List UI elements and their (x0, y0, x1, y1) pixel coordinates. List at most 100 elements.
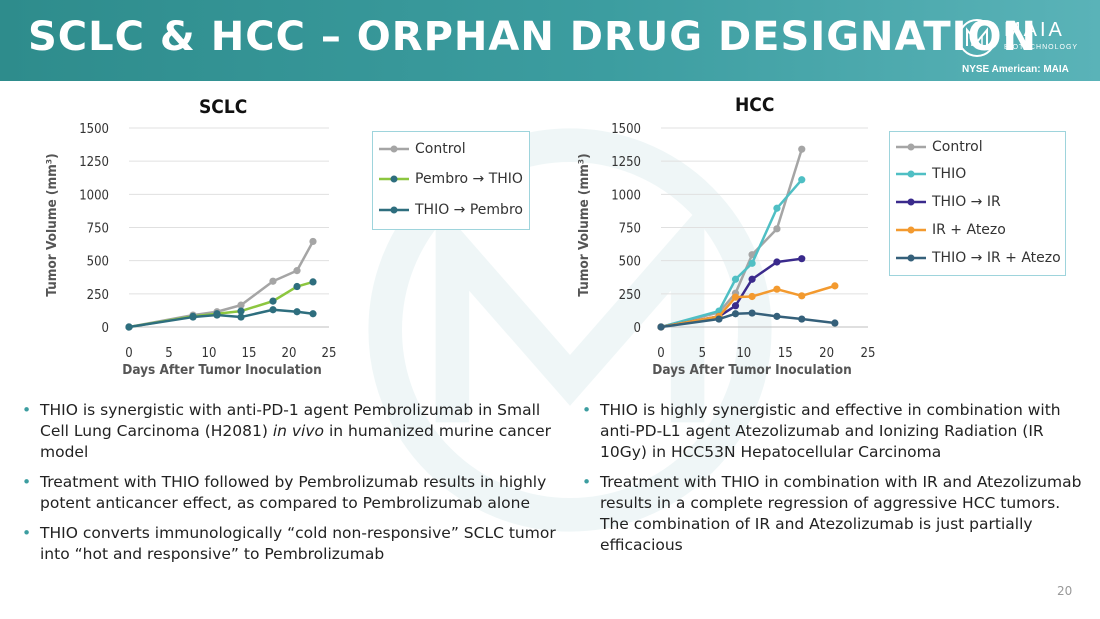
data-point (773, 312, 781, 320)
legend-label: Control (932, 139, 983, 155)
hcc-legend: Control THIO THIO → IR IR + Atezo THIO →… (889, 131, 1066, 276)
legend-marker-icon (379, 145, 409, 153)
x-tick-label: 25 (322, 346, 337, 361)
legend-marker-icon (379, 206, 409, 214)
x-tick-label: 15 (242, 346, 257, 361)
y-tick-label: 500 (87, 255, 109, 270)
data-point (309, 237, 317, 246)
x-axis-label: Days After Tumor Inoculation (122, 362, 322, 378)
legend-marker-icon (896, 170, 926, 178)
legend-label: IR + Atezo (932, 222, 1006, 238)
y-tick-label: 0 (102, 321, 109, 336)
legend-marker-icon (896, 198, 926, 206)
legend-label: THIO (932, 166, 967, 182)
data-point (831, 319, 839, 327)
legend-label: THIO → IR + Atezo (932, 250, 1061, 266)
data-point (748, 292, 756, 301)
y-axis-label: Tumor Volume (mm³) (576, 153, 592, 296)
data-point (731, 293, 740, 301)
x-tick-label: 20 (819, 346, 834, 361)
data-point (213, 311, 221, 319)
bullet-text: in humanized murine cancer model (40, 422, 551, 461)
y-tick-label: 500 (619, 255, 641, 270)
y-tick-label: 1250 (611, 155, 641, 170)
data-point (798, 255, 806, 263)
list-item: THIO is synergistic with anti-PD-1 agent… (22, 400, 562, 463)
y-tick-label: 250 (87, 288, 109, 303)
brand-name: MAIA (1004, 19, 1065, 41)
bullet-emphasis: in vivo (272, 422, 325, 440)
data-point (773, 204, 781, 212)
data-point (269, 306, 277, 314)
sclc-bullet-list: THIO is synergistic with anti-PD-1 agent… (22, 400, 562, 574)
y-tick-label: 1000 (611, 188, 641, 203)
data-point (748, 275, 756, 283)
list-item: Treatment with THIO in combination with … (582, 472, 1082, 556)
y-axis-label: Tumor Volume (mm³) (44, 153, 60, 296)
data-point (189, 313, 197, 321)
data-point (269, 297, 277, 305)
data-point (237, 307, 245, 315)
data-point (798, 315, 806, 323)
data-point (657, 323, 665, 331)
legend-item-pembro-thio: Pembro → THIO (379, 170, 523, 188)
data-point (715, 315, 723, 323)
x-tick-label: 20 (282, 346, 297, 361)
hcc-bullet-list: THIO is highly synergistic and effective… (582, 400, 1082, 565)
y-tick-label: 1000 (79, 188, 109, 203)
x-axis-label: Days After Tumor Inoculation (652, 362, 852, 378)
bullet-text: THIO is synergistic with anti-PD-1 agent… (40, 401, 541, 440)
x-tick-label: 5 (165, 346, 172, 361)
data-point (731, 275, 740, 283)
legend-marker-icon (896, 254, 926, 262)
page-number: 20 (1057, 584, 1073, 598)
data-point (731, 302, 740, 310)
data-point (773, 225, 781, 233)
list-item: Treatment with THIO followed by Pembroli… (22, 472, 562, 514)
data-point (237, 313, 245, 321)
x-tick-label: 15 (778, 346, 793, 361)
legend-marker-icon (896, 226, 926, 234)
brand-subtitle: BIOTECHNOLOGY (1004, 44, 1079, 51)
exchange-ticker: NYSE American: MAIA (962, 64, 1069, 75)
data-point (748, 309, 756, 317)
list-item: THIO converts immunologically “cold non-… (22, 523, 562, 565)
data-point (773, 258, 781, 266)
data-point (309, 278, 317, 286)
x-tick-label: 0 (657, 346, 664, 361)
legend-item-thio: THIO (896, 165, 966, 183)
x-tick-label: 5 (699, 346, 706, 361)
legend-item-control: Control (379, 140, 466, 158)
x-tick-label: 0 (125, 346, 132, 361)
data-point (269, 277, 277, 285)
y-tick-label: 1250 (79, 155, 109, 170)
data-point (773, 285, 781, 293)
legend-marker-icon (379, 175, 409, 183)
y-tick-label: 0 (634, 321, 641, 336)
maia-logo-icon (958, 19, 996, 57)
legend-item-control: Control (896, 138, 983, 156)
data-point (293, 267, 301, 275)
y-tick-label: 250 (619, 288, 641, 303)
watermark-logo-icon (368, 128, 772, 532)
data-point (798, 145, 806, 153)
legend-label: THIO → Pembro (415, 202, 523, 218)
legend-label: Pembro → THIO (415, 171, 523, 187)
legend-marker-icon (896, 143, 926, 151)
y-tick-label: 750 (619, 222, 641, 237)
data-point (748, 259, 756, 267)
x-tick-label: 10 (202, 346, 217, 361)
legend-item-thio-pembro: THIO → Pembro (379, 201, 523, 219)
y-tick-label: 1500 (79, 122, 109, 137)
data-point (293, 282, 301, 291)
sclc-chart-title: SCLC (199, 96, 248, 118)
page-title: SCLC & HCC – ORPHAN DRUG DESIGNATION (28, 14, 1038, 60)
data-point (798, 176, 806, 184)
sclc-legend: Control Pembro → THIO THIO → Pembro (372, 131, 530, 230)
hcc-chart-title: HCC (735, 94, 775, 116)
legend-item-ir-atezo: IR + Atezo (896, 221, 1006, 239)
data-point (731, 310, 740, 318)
series-line (660, 178, 803, 329)
